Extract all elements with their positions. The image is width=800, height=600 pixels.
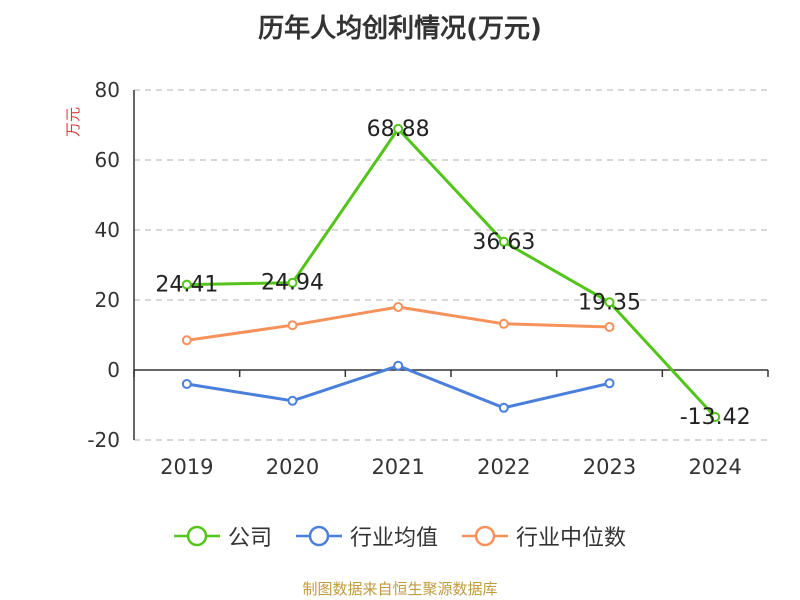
- y-tick-label: 20: [95, 288, 120, 312]
- data-point: [393, 123, 404, 134]
- data-label: -13.42: [680, 405, 751, 430]
- y-tick-label: 0: [107, 358, 120, 382]
- x-tick-label: 2020: [266, 455, 319, 479]
- x-tick-label: 2022: [477, 455, 530, 479]
- y-axis-title: 万元: [64, 107, 82, 137]
- data-label: 24.41: [155, 273, 218, 298]
- legend-item[interactable]: 行业中位数: [462, 520, 626, 552]
- data-point: [498, 318, 509, 329]
- data-point: [498, 402, 509, 413]
- data-labels: 24.41 24.94 68.88 36.63 19.35 -13.42: [155, 117, 750, 430]
- legend-label: 公司: [227, 526, 272, 551]
- legend-swatch-icon: [295, 525, 342, 547]
- series-lines: [181, 123, 721, 422]
- x-tick-label: 2024: [688, 455, 741, 479]
- data-label: 19.35: [578, 290, 641, 315]
- legend-swatch-icon: [173, 525, 220, 547]
- data-point: [287, 277, 298, 288]
- source-note: 制图数据来自恒生聚源数据库: [302, 580, 498, 598]
- x-tick-label: 2023: [583, 455, 636, 479]
- legend: 公司 行业均值 行业中位数: [0, 520, 800, 552]
- data-point: [287, 320, 298, 331]
- data-point: [710, 411, 721, 422]
- legend-label: 行业中位数: [516, 526, 627, 551]
- data-label: 68.88: [367, 117, 430, 142]
- series-line: [186, 364, 610, 410]
- axes: -20 0 20 40 60 80 2019 2020 2021 2022 2023 2024: [87, 78, 769, 479]
- data-point: [393, 360, 404, 371]
- y-tick-label: 60: [95, 148, 120, 172]
- data-point: [181, 279, 192, 290]
- chart-title: 历年人均创利情况(万元): [258, 14, 542, 44]
- data-point: [181, 379, 192, 389]
- y-tick-label: 80: [95, 78, 120, 102]
- series-line: [186, 127, 717, 419]
- data-point: [287, 395, 298, 406]
- legend-label: 行业均值: [349, 526, 438, 551]
- x-tick-label: 2021: [371, 455, 424, 479]
- data-label: 24.94: [261, 271, 324, 296]
- y-tick-label: -20: [87, 428, 120, 452]
- data-point: [181, 335, 192, 346]
- data-point: [393, 302, 404, 312]
- data-label: 36.63: [472, 230, 535, 255]
- grid-lines: [134, 89, 768, 441]
- data-point: [604, 378, 615, 389]
- legend-item[interactable]: 行业均值: [295, 520, 438, 552]
- legend-item[interactable]: 公司: [173, 520, 272, 552]
- x-tick-label: 2019: [160, 455, 213, 479]
- data-point: [498, 236, 509, 247]
- data-point: [604, 321, 615, 332]
- data-point: [604, 297, 615, 308]
- legend-swatch-icon: [462, 525, 508, 547]
- y-tick-label: 40: [95, 218, 120, 242]
